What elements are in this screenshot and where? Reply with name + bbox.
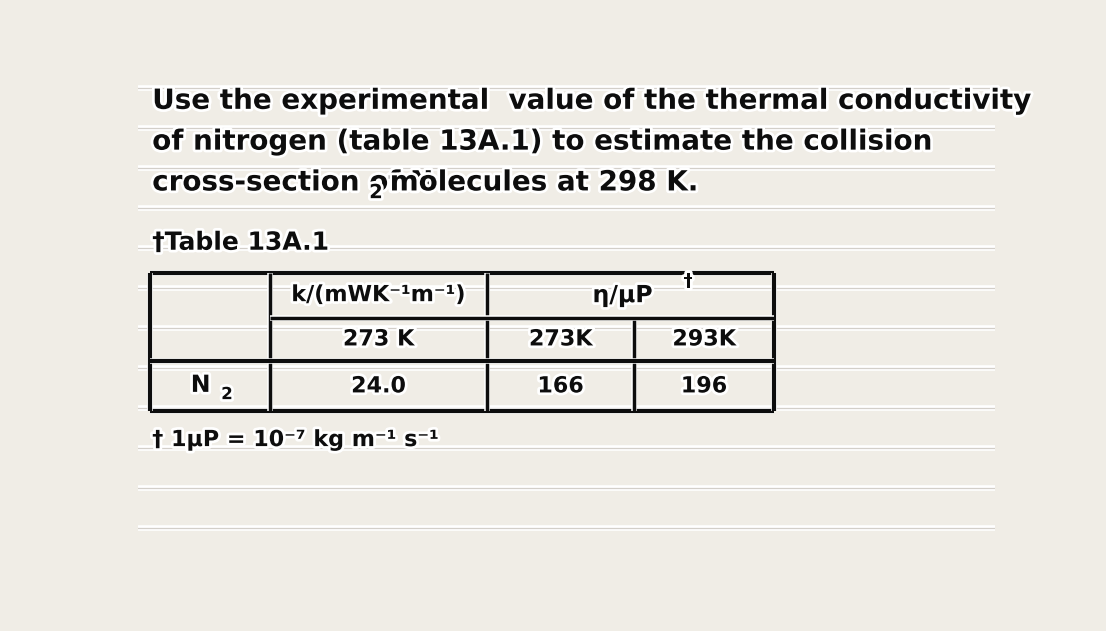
Text: †Table 13A.1: †Table 13A.1 [153,231,330,255]
Text: of nitrogen (table 13A.1) to estimate the collision: of nitrogen (table 13A.1) to estimate th… [153,127,933,156]
Text: η/μP: η/μP [593,283,653,307]
Text: 273 K: 273 K [343,329,414,350]
Text: 2: 2 [369,183,383,202]
Text: cross-section of N: cross-section of N [153,168,434,196]
Text: † 1μP = 10⁻⁷ kg m⁻¹ s⁻¹: † 1μP = 10⁻⁷ kg m⁻¹ s⁻¹ [153,430,439,450]
Text: 273K: 273K [529,329,593,350]
Text: molecules at 298 K.: molecules at 298 K. [380,168,698,196]
Text: N: N [190,373,210,397]
Text: 166: 166 [538,377,584,396]
Text: k/(mWK⁻¹m⁻¹): k/(mWK⁻¹m⁻¹) [291,285,466,305]
Text: Use the experimental  value of the thermal conductivity: Use the experimental value of the therma… [153,87,1032,115]
Text: 24.0: 24.0 [351,377,406,396]
Text: 293K: 293K [672,329,735,350]
Text: 2: 2 [221,385,232,403]
Text: †: † [684,273,693,290]
Text: 196: 196 [681,377,727,396]
